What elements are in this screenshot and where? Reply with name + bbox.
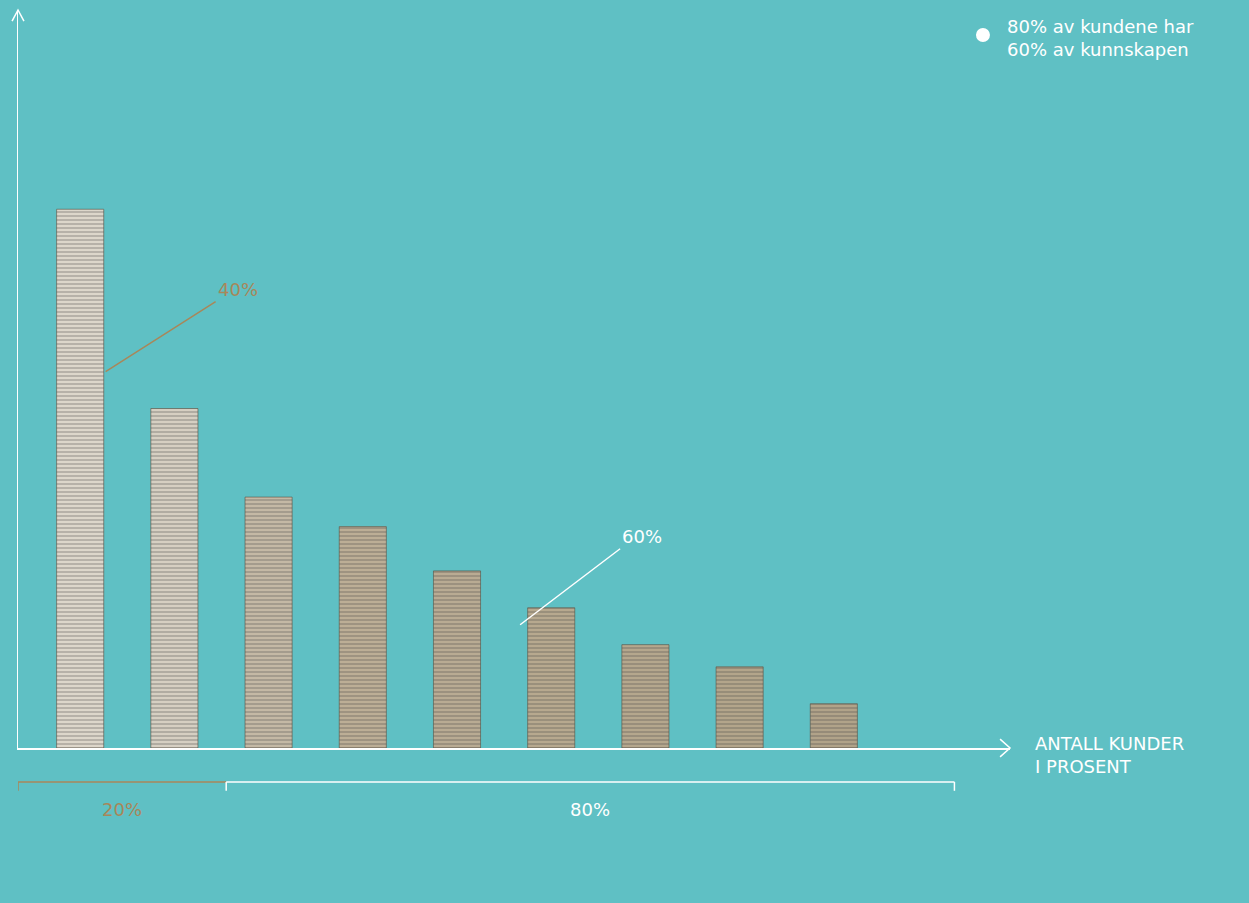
svg-text:60%: 60% — [622, 526, 662, 547]
svg-text:80% av kundene har60% av kunns: 80% av kundene har60% av kunnskapen — [1007, 16, 1194, 60]
svg-text:ANTALL KUNDERI PROSENT: ANTALL KUNDERI PROSENT — [1035, 733, 1184, 777]
svg-text:80%: 80% — [570, 799, 610, 820]
svg-text:20%: 20% — [102, 799, 142, 820]
svg-text:40%: 40% — [218, 279, 258, 300]
